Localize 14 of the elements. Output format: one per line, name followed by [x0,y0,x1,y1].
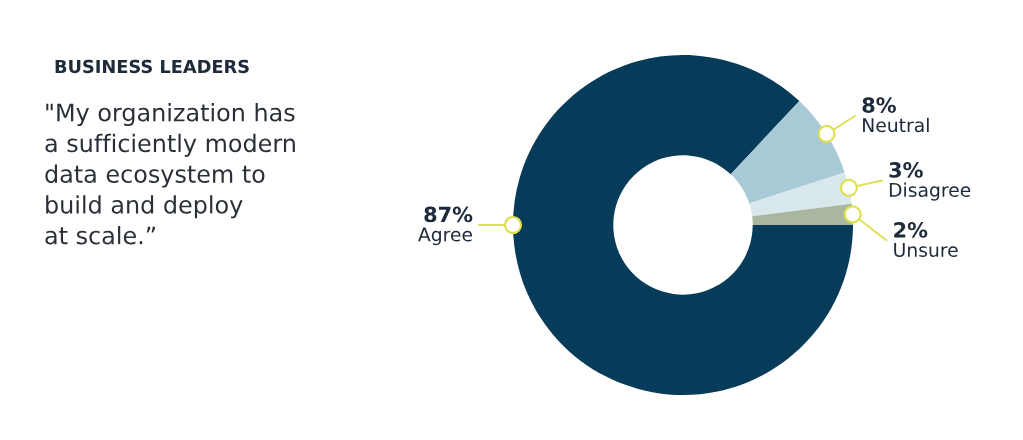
data-label: 3% [889,162,923,178]
data-label: 8% [862,97,896,113]
text: BUSINESS LEADERS [55,59,249,74]
slice-label: Unsure [894,243,958,258]
donut-slice [752,203,853,225]
text: "My organization has a sufficiently modern data ecosystem to build and deploy at scale.” [45,103,295,245]
slice-label: Agree [418,227,472,246]
slice-label: Disagree [889,182,971,201]
donut-slice [749,172,852,217]
donut-slice [730,101,845,204]
donut-slice [513,55,853,395]
slice-label: Neutral [863,117,929,133]
data-label: 87% [424,206,473,223]
data-label: 2% [894,222,928,238]
